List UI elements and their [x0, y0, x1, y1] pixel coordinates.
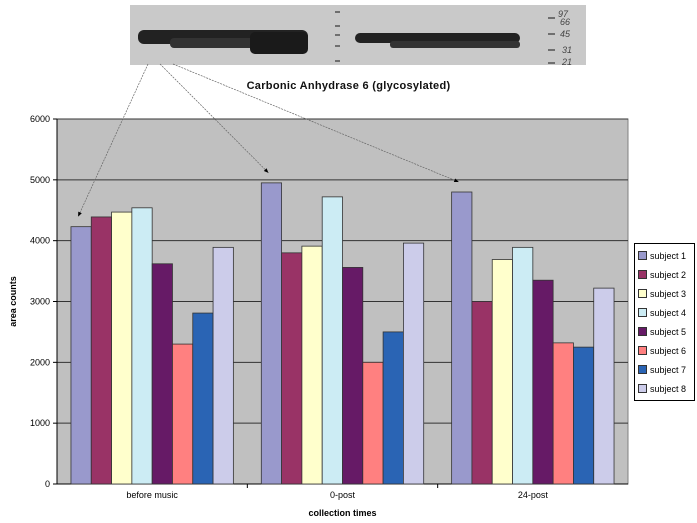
annotation-arrow-line [159, 63, 269, 174]
legend-item: subject 1 [635, 246, 694, 265]
annotation-arrowhead [453, 178, 459, 183]
marker-66: 66 [560, 17, 570, 27]
blot-bands: 97 66 45 31 21 [138, 9, 572, 67]
y-tick-label: 2000 [30, 357, 50, 367]
x-axis-label: collection times [308, 508, 376, 518]
marker-21: 21 [561, 57, 572, 65]
legend-label: subject 6 [650, 345, 687, 356]
annotation-arrowhead [263, 168, 269, 173]
marker-31: 31 [562, 45, 572, 55]
legend-label: subject 7 [650, 364, 687, 375]
legend-swatch [638, 346, 647, 355]
bar-subject-6-0 [172, 343, 194, 485]
y-tick-label: 4000 [30, 236, 50, 246]
legend-item: subject 5 [635, 322, 694, 341]
legend-item: subject 7 [635, 360, 694, 379]
legend-label: subject 3 [650, 288, 687, 299]
legend-label: subject 4 [650, 307, 687, 318]
bar-subject-3-2 [491, 259, 513, 485]
western-blot-image: 97 66 45 31 21 [130, 5, 586, 67]
y-axis-label: area counts [8, 276, 18, 327]
y-tick-label: 3000 [30, 297, 50, 307]
bar-subject-2-0 [90, 216, 112, 485]
bar-subject-5-1 [342, 267, 364, 485]
bar-subject-8-1 [402, 242, 425, 485]
legend-label: subject 2 [650, 269, 687, 280]
legend-label: subject 5 [650, 326, 687, 337]
x-tick-label: before music [126, 490, 178, 500]
legend-swatch [638, 365, 647, 374]
bar-subject-7-1 [382, 331, 404, 485]
bar-subject-5-2 [532, 279, 554, 485]
bar-subject-2-1 [281, 252, 303, 485]
annotation-arrowhead [78, 211, 82, 217]
bar-subject-6-2 [552, 342, 574, 485]
legend-item: subject 4 [635, 303, 694, 322]
marker-97: 97 [558, 9, 569, 19]
y-tick-label: 1000 [30, 418, 50, 428]
bar-subject-7-0 [192, 312, 214, 485]
bar-subject-3-1 [301, 245, 323, 485]
bar-subject-4-2 [512, 246, 534, 485]
bar-subject-8-0 [212, 246, 234, 485]
legend-label: subject 8 [650, 383, 687, 394]
bar-subject-3-0 [111, 211, 133, 485]
legend-swatch [638, 251, 647, 260]
legend-swatch [638, 327, 647, 336]
bar-subject-4-0 [131, 207, 153, 485]
legend-swatch [638, 289, 647, 298]
bar-subject-1-2 [451, 191, 473, 485]
bar-subject-7-2 [573, 346, 595, 485]
legend: subject 1 subject 2 subject 3 subject 4 subj… [634, 243, 695, 401]
legend-label: subject 1 [650, 250, 687, 261]
legend-item: subject 2 [635, 265, 694, 284]
legend-swatch [638, 270, 647, 279]
legend-swatch [638, 384, 647, 393]
bar-subject-2-2 [471, 301, 493, 485]
annotation-arrow-line [172, 63, 459, 183]
legend-item: subject 6 [635, 341, 694, 360]
legend-swatch [638, 308, 647, 317]
chart-title: Carbonic Anhydrase 6 (glycosylated) [246, 80, 451, 92]
annotation-arrow-line [77, 63, 149, 217]
x-tick-label: 0-post [330, 490, 356, 500]
y-tick-label: 6000 [30, 114, 50, 124]
legend-item: subject 8 [635, 379, 694, 398]
y-tick-label: 5000 [30, 175, 50, 185]
legend-item: subject 3 [635, 284, 694, 303]
y-tick-label: 0 [45, 479, 50, 489]
marker-45: 45 [560, 29, 571, 39]
bar-subject-5-0 [151, 263, 173, 485]
bar-subject-4-1 [321, 196, 343, 485]
bar-subject-8-2 [593, 287, 615, 485]
bar-subject-1-0 [70, 226, 92, 485]
bar-subject-6-1 [362, 361, 384, 485]
bar-subject-1-1 [260, 182, 282, 485]
x-tick-label: 24-post [518, 490, 549, 500]
